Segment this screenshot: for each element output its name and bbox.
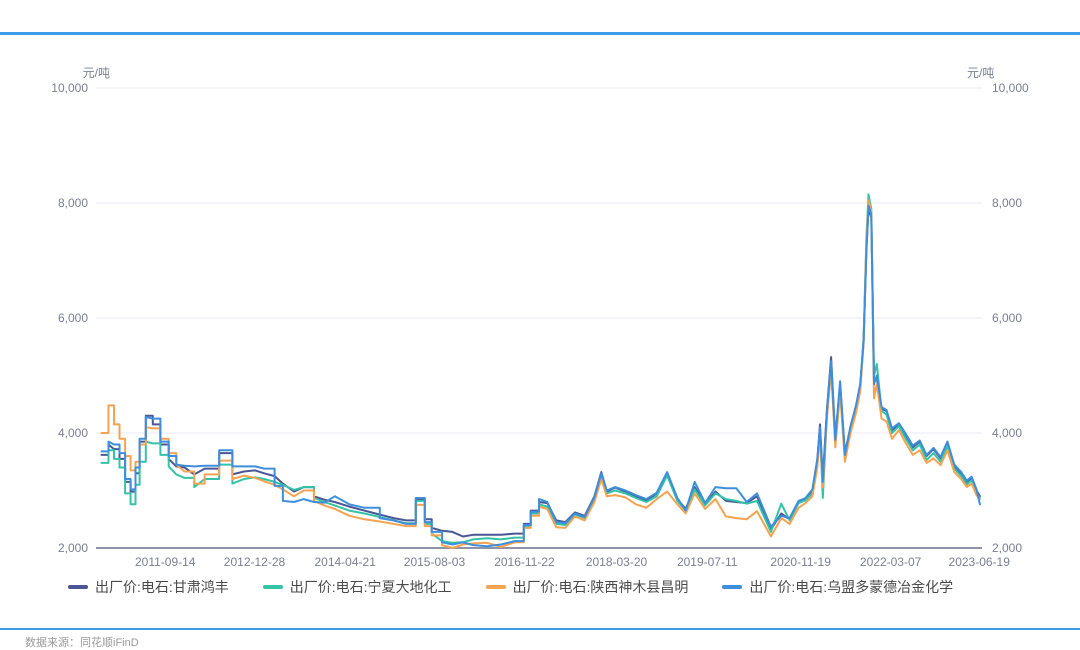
- legend-swatch: [722, 585, 743, 589]
- x-axis-label: 2012-12-28: [223, 555, 286, 569]
- legend-swatch: [262, 585, 283, 589]
- y-axis-label-left: 8,000: [57, 196, 88, 210]
- y-axis-label-right: 2,000: [992, 541, 1023, 555]
- x-axis-label: 2018-03-20: [585, 555, 648, 569]
- x-axis-label: 2022-03-07: [859, 555, 922, 569]
- legend-label: 出厂价:电石:宁夏大地化工: [289, 579, 452, 595]
- x-axis-label: 2016-11-22: [494, 555, 555, 569]
- y-axis-label-left: 10,000: [51, 81, 88, 95]
- y-axis-label-right: 10,000: [992, 81, 1029, 95]
- x-axis-label: 2019-07-11: [676, 555, 738, 569]
- bottom-divider: [0, 628, 1080, 630]
- y-axis-label-left: 4,000: [57, 426, 88, 440]
- legend-swatch: [485, 585, 506, 589]
- legend-swatch: [68, 585, 88, 589]
- series-line-2: [100, 199, 981, 549]
- data-source-note: 数据来源：同花顺iFinD: [25, 637, 139, 649]
- y-axis-label-right: 6,000: [992, 311, 1023, 325]
- y-axis-unit-right: 元/吨: [967, 66, 995, 80]
- legend-label: 出厂价:电石:甘肃鸿丰: [95, 579, 229, 595]
- y-axis-label-left: 2,000: [57, 541, 88, 555]
- y-axis-label-right: 4,000: [992, 426, 1023, 440]
- y-axis-unit-left: 元/吨: [82, 66, 110, 80]
- series-line-3: [100, 204, 981, 548]
- legend-label: 出厂价:电石:陕西神木县昌明: [512, 579, 689, 595]
- x-axis-label: 2014-04-21: [314, 555, 376, 569]
- y-axis-label-right: 8,000: [992, 196, 1023, 210]
- legend-item-1[interactable]: 出厂价:电石:宁夏大地化工: [262, 577, 452, 597]
- x-axis-label: 2020-11-19: [770, 555, 831, 569]
- legend: 出厂价:电石:甘肃鸿丰 出厂价:电石:宁夏大地化工 出厂价:电石:陕西神木县昌明 出厂…: [68, 577, 953, 597]
- legend-label: 出厂价:电石:乌盟多蒙德冶金化学: [749, 579, 954, 595]
- legend-item-0[interactable]: 出厂价:电石:甘肃鸿丰: [68, 577, 229, 597]
- x-axis-label: 2015-08-03: [403, 555, 466, 569]
- legend-item-2[interactable]: 出厂价:电石:陕西神木县昌明: [485, 577, 689, 597]
- top-divider: [0, 32, 1080, 35]
- y-axis-label-left: 6,000: [57, 311, 88, 325]
- x-axis-label: 2011-09-14: [134, 555, 196, 569]
- series-line-1: [100, 193, 981, 544]
- legend-item-3[interactable]: 出厂价:电石:乌盟多蒙德冶金化学: [722, 577, 953, 597]
- series-line-0: [100, 207, 981, 538]
- x-axis-label: 2023-06-19: [948, 555, 1010, 569]
